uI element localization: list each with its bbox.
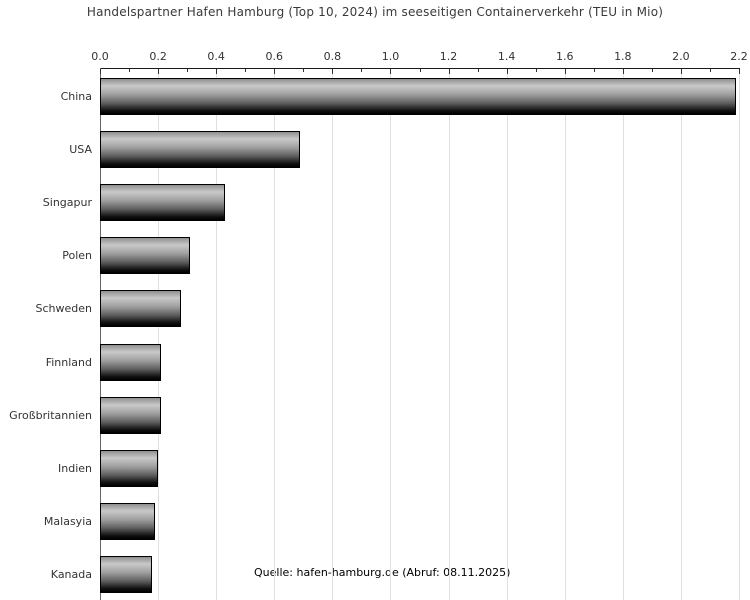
major-tick: [390, 69, 392, 74]
minor-tick: [419, 69, 421, 72]
tick-label: 1.4: [497, 50, 516, 63]
category-label: China: [60, 90, 92, 103]
gridline: [622, 68, 624, 600]
gridline: [506, 68, 508, 600]
bar-finnland: [100, 343, 161, 381]
gridline: [390, 68, 392, 600]
source-note: Quelle: hafen-hamburg.de (Abruf: 08.11.2…: [254, 566, 511, 579]
tick-label: 2.0: [672, 50, 690, 63]
category-label: Finnland: [45, 355, 92, 369]
minor-tick: [361, 69, 363, 72]
category-label: Polen: [62, 249, 92, 263]
major-tick: [680, 69, 682, 74]
tick-label: 0.2: [149, 50, 167, 63]
category-label: Schweden: [35, 302, 93, 316]
x-axis-line: [100, 68, 740, 69]
bar-kanada: [100, 555, 152, 593]
bar-grobritannien: [100, 396, 161, 434]
tick-label: 0.6: [265, 50, 284, 63]
bar-malasyia: [100, 502, 155, 540]
minor-tick: [303, 69, 305, 72]
category-label: USA: [69, 143, 92, 157]
tick-label: 2.2: [730, 50, 748, 63]
major-tick: [506, 69, 508, 74]
minor-tick: [651, 69, 653, 72]
tick-label: 1.6: [555, 50, 574, 63]
minor-tick: [129, 69, 131, 72]
gridline: [216, 68, 218, 600]
category-label: Kanada: [50, 567, 92, 581]
category-label: Malasyia: [43, 514, 92, 528]
tick-label: 1.0: [381, 50, 400, 63]
minor-tick: [709, 69, 711, 72]
tick-label: 0.8: [323, 50, 342, 63]
gridline: [564, 68, 566, 600]
bar-schweden: [100, 290, 181, 328]
major-tick: [564, 69, 566, 74]
minor-tick: [535, 69, 537, 72]
tick-label: 0.0: [91, 50, 109, 63]
major-tick: [158, 69, 160, 74]
y-axis-line: [100, 68, 101, 600]
bar-china: [100, 78, 736, 115]
major-tick: [216, 69, 218, 74]
gridline: [739, 68, 740, 600]
gridline: [332, 68, 334, 600]
major-tick: [100, 69, 101, 74]
gridline: [448, 68, 450, 600]
category-label: Großbritannien: [9, 408, 92, 422]
major-tick: [448, 69, 450, 74]
gridline: [680, 68, 682, 600]
tick-label: 0.4: [207, 50, 225, 63]
bar-singapur: [100, 184, 225, 222]
major-tick: [739, 69, 740, 74]
tick-label: 1.2: [439, 50, 458, 63]
minor-tick: [477, 69, 479, 72]
minor-tick: [245, 69, 247, 72]
minor-tick: [187, 69, 189, 72]
bar-indien: [100, 449, 158, 487]
tick-label: 1.8: [614, 50, 632, 63]
bar-usa: [100, 131, 300, 169]
category-label: Singapur: [42, 196, 92, 210]
major-tick: [622, 69, 624, 74]
minor-tick: [593, 69, 595, 72]
major-tick: [274, 69, 276, 74]
major-tick: [332, 69, 334, 74]
bar-polen: [100, 237, 190, 275]
category-label: Indien: [58, 461, 92, 475]
gridline: [158, 68, 160, 600]
gridline: [274, 68, 276, 600]
chart-title: Handelspartner Hafen Hamburg (Top 10, 20…: [86, 5, 664, 19]
